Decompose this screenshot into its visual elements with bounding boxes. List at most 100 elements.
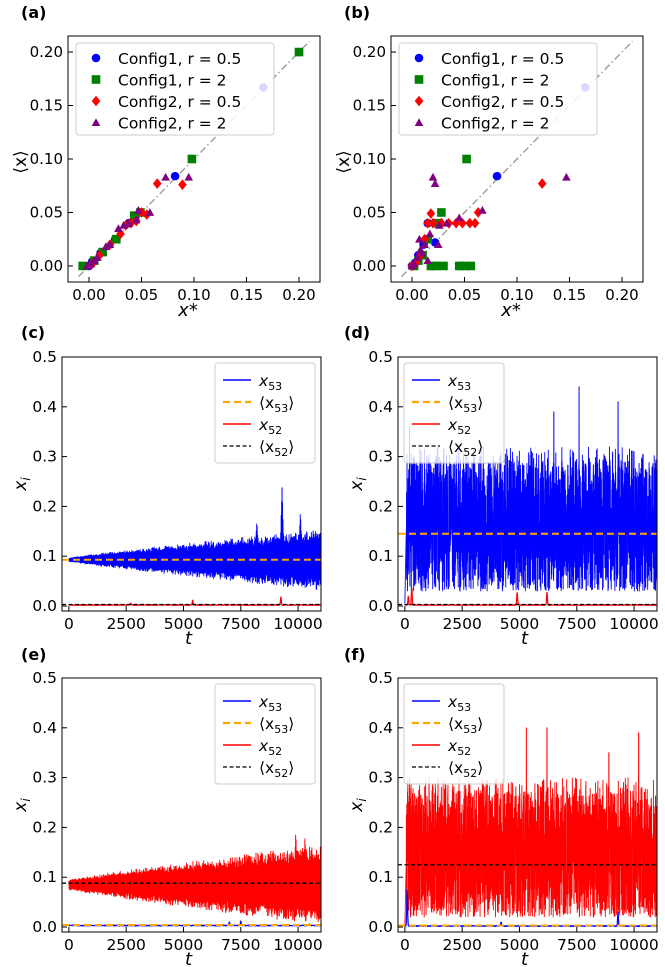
x-tick-label: 10000 — [273, 936, 322, 954]
legend-marker — [91, 75, 101, 84]
y-tick-label: 0.3 — [32, 769, 57, 787]
x-tick-label: 5000 — [500, 936, 539, 954]
data-point — [451, 217, 461, 229]
legend-entry: Config2, r = 0.5 — [118, 93, 241, 111]
legend-entry: x53 — [258, 372, 282, 393]
x-axis-label: t — [521, 949, 529, 967]
x-tick-label: 7500 — [221, 615, 260, 633]
legend-entry: Config1, r = 2 — [441, 72, 550, 90]
legend-box — [398, 42, 598, 136]
x-tick-label: 5000 — [164, 615, 203, 633]
y-tick-label: 0.1 — [32, 547, 57, 565]
legend-entry: ⟨x53⟩ — [259, 715, 294, 736]
series-line-53 — [68, 487, 321, 590]
data-point — [134, 206, 143, 214]
series-diamond — [86, 178, 187, 271]
y-tick-label: 0.5 — [32, 348, 57, 366]
legend-entry: Config2, r = 0.5 — [441, 93, 564, 111]
data-point — [98, 247, 107, 257]
x-tick-label: 7500 — [557, 615, 596, 633]
series-line-53 — [404, 386, 657, 604]
legend-entry: ⟨x53⟩ — [259, 394, 294, 415]
data-point — [442, 218, 451, 227]
data-point — [460, 261, 469, 271]
x-tick-label: 5000 — [500, 615, 539, 633]
legend: Config1, r = 0.5 Config1, r = 2 Config2, r… — [398, 42, 598, 136]
y-tick-label: 0.15 — [353, 97, 386, 115]
x-tick-label: 2500 — [442, 936, 481, 954]
y-axis-label: ⟨x⟩ — [334, 150, 354, 173]
legend-marker — [91, 53, 101, 63]
plot-area — [77, 40, 311, 278]
x-tick-label: 0 — [64, 936, 74, 954]
data-point — [170, 171, 180, 181]
axes-frame — [390, 35, 644, 283]
data-point — [454, 261, 464, 271]
series-triangle — [82, 172, 194, 270]
axes-frame — [397, 677, 658, 933]
data-point — [478, 206, 487, 214]
legend-marker — [414, 118, 424, 126]
x-tick-label: 0.15 — [230, 286, 263, 304]
data-point — [454, 213, 464, 222]
y-tick-label: 0.4 — [368, 398, 393, 416]
x-axis-label: t — [185, 949, 193, 967]
x-tick-label: 0 — [400, 615, 410, 633]
x-tick-label: 0.20 — [282, 286, 315, 304]
axes-frame — [61, 356, 322, 612]
panel-a: (a) 0.00 0.05 0.10 0.15 0.20 0.00 0.05 0.10 0.15 0… — [11, 3, 321, 321]
y-tick-label: 0.1 — [32, 868, 57, 886]
legend-entry: x53 — [258, 693, 282, 714]
y-tick-label: 0.20 — [353, 43, 386, 61]
legend-entry: x53 — [447, 693, 471, 714]
data-point — [411, 257, 421, 269]
y-tick-label: 0.00 — [30, 257, 63, 275]
data-point — [124, 218, 134, 227]
data-point — [431, 261, 441, 271]
data-point — [420, 233, 429, 245]
data-point — [131, 215, 141, 224]
y-axis-label: xi — [347, 477, 369, 492]
y-tick-label: 0.2 — [32, 818, 57, 836]
axes-frame — [61, 677, 322, 933]
x-axis-label: t — [185, 628, 193, 649]
data-point — [114, 224, 123, 232]
plot-area — [62, 834, 321, 927]
legend: x53⟨x53⟩x52⟨x52⟩ — [214, 683, 316, 785]
data-point — [470, 217, 480, 229]
legend: x53⟨x53⟩x52⟨x52⟩ — [403, 362, 505, 464]
legend-box — [403, 683, 505, 785]
y-axis-label: xi — [347, 798, 369, 813]
data-point — [119, 221, 128, 229]
data-point — [426, 261, 436, 271]
x-tick-label: 0 — [64, 615, 74, 633]
data-point — [537, 178, 547, 189]
legend-box — [214, 683, 316, 785]
y-tick-label: 0.2 — [368, 818, 393, 836]
series-diamond — [407, 178, 547, 272]
legend-entry: ⟨x52⟩ — [448, 438, 483, 459]
y-tick-label: 0.05 — [30, 203, 63, 221]
legend-entry: x52 — [258, 737, 282, 758]
data-point — [187, 154, 197, 164]
legend-entry: x52 — [447, 416, 471, 437]
y-tick-label: 0.3 — [368, 769, 393, 787]
x-tick-label: 0.05 — [125, 286, 158, 304]
data-point — [82, 261, 92, 270]
y-tick-label: 0.0 — [368, 918, 393, 936]
plot-area — [400, 40, 634, 278]
series-triangle — [407, 172, 571, 270]
data-point — [101, 242, 111, 251]
axes-frame — [397, 356, 658, 612]
data-point — [415, 234, 424, 243]
data-point — [492, 171, 502, 181]
identity-line — [400, 40, 634, 278]
data-point — [294, 47, 304, 57]
y-tick-label: 0.3 — [368, 448, 393, 466]
y-tick-label: 0.0 — [368, 597, 393, 615]
x-tick-label: 0.20 — [605, 286, 638, 304]
y-tick-label: 0.05 — [353, 203, 386, 221]
panel-label: (d) — [344, 323, 370, 342]
x-tick-label: 5000 — [164, 936, 203, 954]
y-tick-label: 0.10 — [353, 150, 386, 168]
